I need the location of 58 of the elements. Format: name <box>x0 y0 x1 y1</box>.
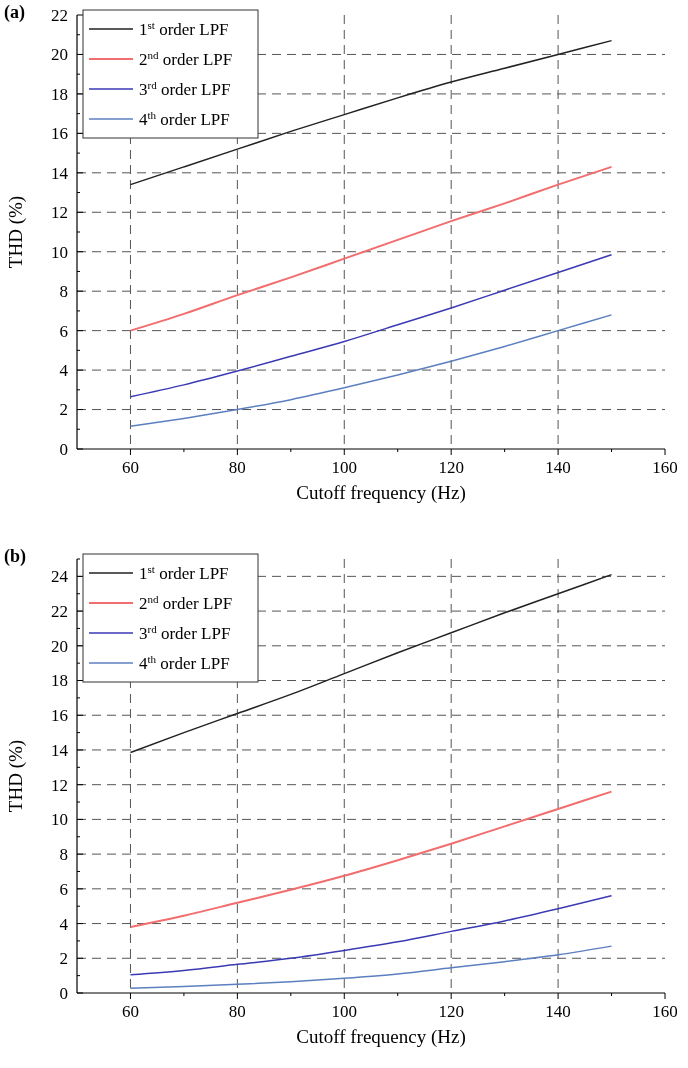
legend-label: 4$^{th}$ order LPF <box>139 653 230 673</box>
y-axis-title: THD (%) <box>5 739 27 813</box>
y-tick-label: 24 <box>51 567 69 587</box>
y-tick-label: 6 <box>59 321 68 341</box>
x-tick-label: 80 <box>228 1002 246 1021</box>
y-tick-label: 8 <box>59 282 68 302</box>
legend-label: 4$^{th}$ order LPF <box>139 109 230 129</box>
x-tick-label: 100 <box>331 1002 358 1021</box>
y-tick-label: 12 <box>51 775 68 795</box>
y-axis-title: THD (%) <box>5 195 27 269</box>
y-tick-label: 14 <box>51 163 69 183</box>
y-tick-label: 18 <box>51 671 68 691</box>
y-tick-label: 2 <box>59 400 68 420</box>
legend-label: 2$^{nd}$ order LPF <box>139 593 233 613</box>
chart-title: (a) <box>4 2 25 23</box>
x-tick-label: 60 <box>121 1002 139 1021</box>
y-tick-label: 16 <box>51 124 68 144</box>
legend-label: 2$^{nd}$ order LPF <box>139 49 233 69</box>
legend-label: 1$^{st}$ order LPF <box>139 19 229 39</box>
line-series <box>129 945 613 989</box>
x-tick-label: 160 <box>652 1002 678 1021</box>
x-tick-label: 100 <box>331 458 358 477</box>
y-tick-label: 22 <box>51 5 68 25</box>
legend-label: 1$^{st}$ order LPF <box>139 563 229 583</box>
y-tick-label: 0 <box>59 983 68 1003</box>
x-axis-title: Cutoff frequency (Hz) <box>296 482 466 504</box>
y-tick-label: 6 <box>59 879 68 899</box>
x-tick-label: 60 <box>121 458 139 477</box>
y-tick-label: 22 <box>51 602 68 622</box>
line-series <box>129 790 613 929</box>
line-series <box>129 895 613 976</box>
y-tick-label: 10 <box>51 810 68 830</box>
y-tick-label: 18 <box>51 84 68 104</box>
legend-label: 3$^{rd}$ order LPF <box>139 79 231 99</box>
y-tick-label: 20 <box>51 45 68 65</box>
y-tick-label: 0 <box>59 439 68 459</box>
line-series <box>129 253 613 398</box>
y-tick-label: 4 <box>59 361 69 381</box>
x-tick-label: 120 <box>438 458 464 477</box>
y-tick-label: 12 <box>51 203 68 223</box>
chart-title: (b) <box>4 546 26 567</box>
x-tick-label: 80 <box>228 458 246 477</box>
y-tick-label: 14 <box>51 740 69 760</box>
line-series <box>129 314 613 428</box>
x-tick-label: 160 <box>652 458 678 477</box>
y-tick-label: 4 <box>59 914 69 934</box>
y-tick-label: 2 <box>59 949 68 969</box>
x-tick-label: 140 <box>545 458 571 477</box>
y-tick-label: 16 <box>51 706 68 726</box>
y-tick-label: 20 <box>51 636 68 656</box>
y-tick-label: 8 <box>59 845 68 865</box>
x-tick-label: 120 <box>438 1002 464 1021</box>
x-tick-label: 140 <box>545 1002 571 1021</box>
line-series <box>129 165 613 332</box>
legend-label: 3$^{rd}$ order LPF <box>139 623 231 643</box>
y-tick-label: 10 <box>51 242 68 262</box>
line-series <box>129 39 613 186</box>
x-axis-title: Cutoff frequency (Hz) <box>296 1026 466 1048</box>
